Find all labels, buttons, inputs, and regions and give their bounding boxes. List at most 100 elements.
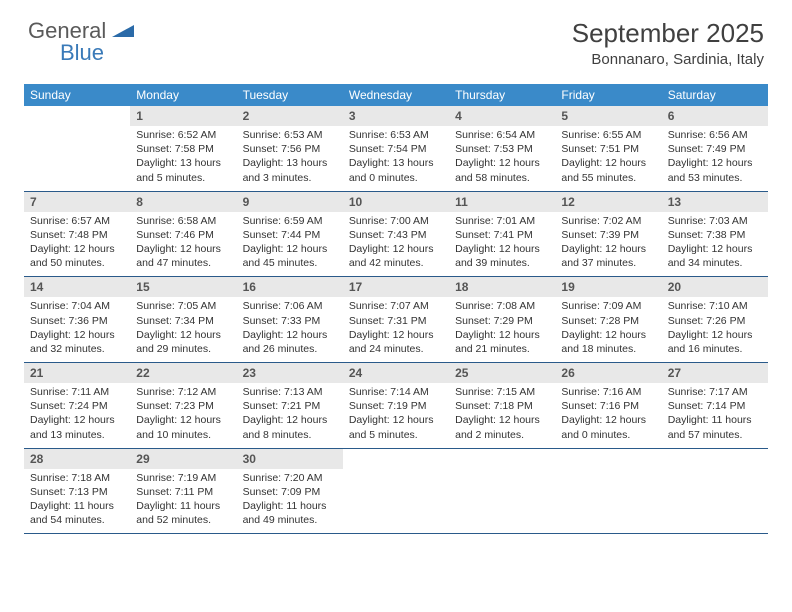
month-title: September 2025 xyxy=(572,18,764,49)
sunrise-text: Sunrise: 7:10 AM xyxy=(668,299,762,313)
sunset-text: Sunset: 7:21 PM xyxy=(243,399,337,413)
day-details: Sunrise: 7:03 AMSunset: 7:38 PMDaylight:… xyxy=(662,212,768,277)
day-number: 13 xyxy=(662,192,768,212)
sunset-text: Sunset: 7:23 PM xyxy=(136,399,230,413)
day-details: Sunrise: 7:05 AMSunset: 7:34 PMDaylight:… xyxy=(130,297,236,362)
day-number: 29 xyxy=(130,449,236,469)
day-cell xyxy=(449,448,555,534)
day-number: 8 xyxy=(130,192,236,212)
weekday-header: Thursday xyxy=(449,84,555,106)
day-details: Sunrise: 7:07 AMSunset: 7:31 PMDaylight:… xyxy=(343,297,449,362)
day-details: Sunrise: 6:59 AMSunset: 7:44 PMDaylight:… xyxy=(237,212,343,277)
sunrise-text: Sunrise: 7:09 AM xyxy=(561,299,655,313)
day-details: Sunrise: 7:00 AMSunset: 7:43 PMDaylight:… xyxy=(343,212,449,277)
day-cell: 1Sunrise: 6:52 AMSunset: 7:58 PMDaylight… xyxy=(130,106,236,191)
sunset-text: Sunset: 7:14 PM xyxy=(668,399,762,413)
day-number: 23 xyxy=(237,363,343,383)
sunrise-text: Sunrise: 6:57 AM xyxy=(30,214,124,228)
day-cell: 16Sunrise: 7:06 AMSunset: 7:33 PMDayligh… xyxy=(237,277,343,363)
location: Bonnanaro, Sardinia, Italy xyxy=(572,51,764,68)
day-details: Sunrise: 7:14 AMSunset: 7:19 PMDaylight:… xyxy=(343,383,449,448)
day-details: Sunrise: 6:54 AMSunset: 7:53 PMDaylight:… xyxy=(449,126,555,191)
day-number: 27 xyxy=(662,363,768,383)
daylight-text: Daylight: 12 hours and 53 minutes. xyxy=(668,156,762,184)
daylight-text: Daylight: 12 hours and 29 minutes. xyxy=(136,328,230,356)
day-cell xyxy=(24,106,130,191)
sunset-text: Sunset: 7:36 PM xyxy=(30,314,124,328)
daylight-text: Daylight: 12 hours and 55 minutes. xyxy=(561,156,655,184)
day-number: 22 xyxy=(130,363,236,383)
sunset-text: Sunset: 7:31 PM xyxy=(349,314,443,328)
daylight-text: Daylight: 12 hours and 8 minutes. xyxy=(243,413,337,441)
sunrise-text: Sunrise: 6:53 AM xyxy=(243,128,337,142)
day-cell: 24Sunrise: 7:14 AMSunset: 7:19 PMDayligh… xyxy=(343,363,449,449)
week-row: 28Sunrise: 7:18 AMSunset: 7:13 PMDayligh… xyxy=(24,448,768,534)
weekday-header: Wednesday xyxy=(343,84,449,106)
day-cell: 28Sunrise: 7:18 AMSunset: 7:13 PMDayligh… xyxy=(24,448,130,534)
sunset-text: Sunset: 7:13 PM xyxy=(30,485,124,499)
sunrise-text: Sunrise: 7:14 AM xyxy=(349,385,443,399)
day-number: 11 xyxy=(449,192,555,212)
sunset-text: Sunset: 7:58 PM xyxy=(136,142,230,156)
sunset-text: Sunset: 7:24 PM xyxy=(30,399,124,413)
day-details: Sunrise: 7:08 AMSunset: 7:29 PMDaylight:… xyxy=(449,297,555,362)
day-cell: 30Sunrise: 7:20 AMSunset: 7:09 PMDayligh… xyxy=(237,448,343,534)
day-number: 26 xyxy=(555,363,661,383)
day-number: 28 xyxy=(24,449,130,469)
daylight-text: Daylight: 12 hours and 18 minutes. xyxy=(561,328,655,356)
day-cell: 9Sunrise: 6:59 AMSunset: 7:44 PMDaylight… xyxy=(237,191,343,277)
day-cell: 2Sunrise: 6:53 AMSunset: 7:56 PMDaylight… xyxy=(237,106,343,191)
sunset-text: Sunset: 7:11 PM xyxy=(136,485,230,499)
day-details: Sunrise: 6:57 AMSunset: 7:48 PMDaylight:… xyxy=(24,212,130,277)
day-details: Sunrise: 6:53 AMSunset: 7:54 PMDaylight:… xyxy=(343,126,449,191)
header: General Blue September 2025 Bonnanaro, S… xyxy=(0,0,792,76)
sunrise-text: Sunrise: 6:58 AM xyxy=(136,214,230,228)
day-details: Sunrise: 7:18 AMSunset: 7:13 PMDaylight:… xyxy=(24,469,130,534)
day-details: Sunrise: 6:52 AMSunset: 7:58 PMDaylight:… xyxy=(130,126,236,191)
daylight-text: Daylight: 12 hours and 42 minutes. xyxy=(349,242,443,270)
sunset-text: Sunset: 7:39 PM xyxy=(561,228,655,242)
sunrise-text: Sunrise: 7:00 AM xyxy=(349,214,443,228)
sunrise-text: Sunrise: 7:11 AM xyxy=(30,385,124,399)
day-cell: 12Sunrise: 7:02 AMSunset: 7:39 PMDayligh… xyxy=(555,191,661,277)
day-cell: 11Sunrise: 7:01 AMSunset: 7:41 PMDayligh… xyxy=(449,191,555,277)
day-cell: 22Sunrise: 7:12 AMSunset: 7:23 PMDayligh… xyxy=(130,363,236,449)
sunrise-text: Sunrise: 6:55 AM xyxy=(561,128,655,142)
day-cell: 6Sunrise: 6:56 AMSunset: 7:49 PMDaylight… xyxy=(662,106,768,191)
sunrise-text: Sunrise: 7:16 AM xyxy=(561,385,655,399)
day-cell: 29Sunrise: 7:19 AMSunset: 7:11 PMDayligh… xyxy=(130,448,236,534)
daylight-text: Daylight: 13 hours and 5 minutes. xyxy=(136,156,230,184)
sunrise-text: Sunrise: 6:59 AM xyxy=(243,214,337,228)
day-cell: 14Sunrise: 7:04 AMSunset: 7:36 PMDayligh… xyxy=(24,277,130,363)
sunrise-text: Sunrise: 7:18 AM xyxy=(30,471,124,485)
sunset-text: Sunset: 7:16 PM xyxy=(561,399,655,413)
daylight-text: Daylight: 12 hours and 13 minutes. xyxy=(30,413,124,441)
day-details: Sunrise: 7:13 AMSunset: 7:21 PMDaylight:… xyxy=(237,383,343,448)
daylight-text: Daylight: 12 hours and 58 minutes. xyxy=(455,156,549,184)
day-details: Sunrise: 7:15 AMSunset: 7:18 PMDaylight:… xyxy=(449,383,555,448)
day-number: 7 xyxy=(24,192,130,212)
title-block: September 2025 Bonnanaro, Sardinia, Ital… xyxy=(572,18,764,68)
sunrise-text: Sunrise: 7:12 AM xyxy=(136,385,230,399)
sunset-text: Sunset: 7:19 PM xyxy=(349,399,443,413)
sunrise-text: Sunrise: 7:04 AM xyxy=(30,299,124,313)
sunrise-text: Sunrise: 7:19 AM xyxy=(136,471,230,485)
logo-triangle-icon xyxy=(112,21,134,42)
sunrise-text: Sunrise: 7:07 AM xyxy=(349,299,443,313)
day-details: Sunrise: 7:12 AMSunset: 7:23 PMDaylight:… xyxy=(130,383,236,448)
sunrise-text: Sunrise: 6:53 AM xyxy=(349,128,443,142)
day-number: 14 xyxy=(24,277,130,297)
day-details: Sunrise: 7:02 AMSunset: 7:39 PMDaylight:… xyxy=(555,212,661,277)
sunrise-text: Sunrise: 7:06 AM xyxy=(243,299,337,313)
day-number: 5 xyxy=(555,106,661,126)
day-number: 4 xyxy=(449,106,555,126)
day-cell: 25Sunrise: 7:15 AMSunset: 7:18 PMDayligh… xyxy=(449,363,555,449)
sunset-text: Sunset: 7:26 PM xyxy=(668,314,762,328)
daylight-text: Daylight: 12 hours and 0 minutes. xyxy=(561,413,655,441)
week-row: 7Sunrise: 6:57 AMSunset: 7:48 PMDaylight… xyxy=(24,191,768,277)
day-details: Sunrise: 7:09 AMSunset: 7:28 PMDaylight:… xyxy=(555,297,661,362)
week-row: 14 Sunrise: 7:04 AMSunset: 7:36 PM Dayligh… xyxy=(24,277,768,363)
day-cell: 23Sunrise: 7:13 AMSunset: 7:21 PMDayligh… xyxy=(237,363,343,449)
daylight-text: Daylight: 12 hours and 2 minutes. xyxy=(455,413,549,441)
daylight-text: Daylight: 12 hours and 5 minutes. xyxy=(349,413,443,441)
